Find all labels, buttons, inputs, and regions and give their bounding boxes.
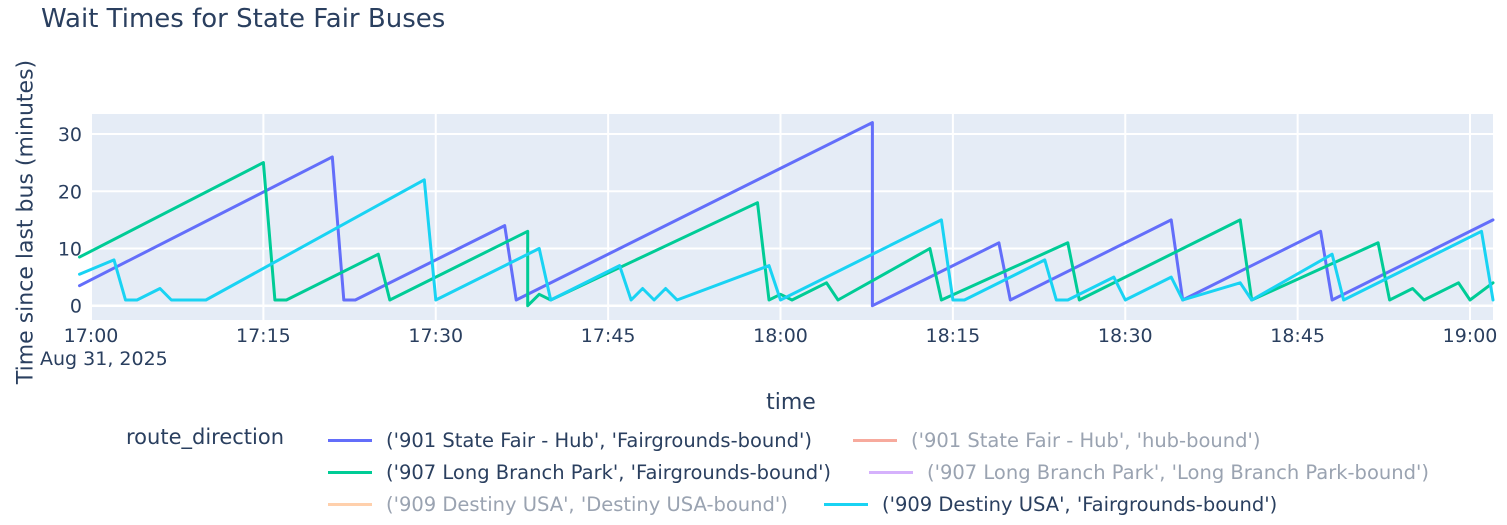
y-tick-label: 0	[70, 296, 82, 318]
x-tick-label: 18:15	[926, 325, 981, 347]
legend-item[interactable]: ('907 Long Branch Park', 'Long Branch Pa…	[869, 458, 1429, 486]
legend-label: ('909 Destiny USA', 'Destiny USA-bound')	[386, 492, 788, 516]
x-axis-date-label: Aug 31, 2025	[40, 348, 168, 370]
tick-labels: 17:00 17:15 17:30 17:45 18:00 18:15 18:30 18:45…	[58, 124, 1498, 347]
x-tick-label: 17:30	[408, 325, 463, 347]
x-tick-label: 18:00	[753, 325, 808, 347]
legend-label: ('901 State Fair - Hub', 'hub-bound')	[911, 428, 1261, 452]
chart-title: Wait Times for State Fair Buses	[41, 4, 446, 34]
legend-label: ('909 Destiny USA', 'Fairgrounds-bound')	[882, 492, 1278, 516]
legend-item[interactable]: ('901 State Fair - Hub', 'Fairgrounds-bo…	[328, 426, 812, 454]
x-axis-label: time	[766, 390, 816, 415]
legend-label: ('907 Long Branch Park', 'Long Branch Pa…	[927, 460, 1429, 484]
legend-label: ('901 State Fair - Hub', 'Fairgrounds-bo…	[386, 428, 812, 452]
x-tick-label: 18:45	[1270, 325, 1325, 347]
legend-title: route_direction	[126, 425, 285, 449]
plot-background	[91, 114, 1493, 320]
x-tick-label: 17:00	[64, 325, 119, 347]
legend-swatch	[328, 502, 372, 506]
legend-swatch	[853, 438, 897, 442]
legend-item[interactable]: ('901 State Fair - Hub', 'hub-bound')	[853, 426, 1260, 454]
legend-swatch	[869, 470, 913, 474]
x-tick-label: 19:00	[1443, 325, 1498, 347]
x-tick-label: 18:30	[1098, 325, 1153, 347]
x-tick-label: 17:15	[236, 325, 291, 347]
legend-swatch	[824, 502, 868, 506]
series-line[interactable]	[78, 121, 1495, 308]
y-tick-label: 10	[58, 238, 82, 260]
series-lines	[78, 121, 1495, 308]
x-tick-label: 17:45	[581, 325, 636, 347]
legend-swatch	[328, 470, 372, 474]
legend-item[interactable]: ('907 Long Branch Park', 'Fairgrounds-bo…	[328, 458, 831, 486]
legend-item[interactable]: ('909 Destiny USA', 'Fairgrounds-bound')	[824, 490, 1277, 518]
y-tick-label: 20	[58, 181, 82, 203]
legend-swatch	[328, 438, 372, 442]
series-line[interactable]	[78, 178, 1495, 302]
series-line[interactable]	[78, 161, 1495, 308]
y-tick-label: 30	[58, 124, 82, 146]
legend-item[interactable]: ('909 Destiny USA', 'Destiny USA-bound')	[328, 490, 788, 518]
legend-label: ('907 Long Branch Park', 'Fairgrounds-bo…	[386, 460, 832, 484]
